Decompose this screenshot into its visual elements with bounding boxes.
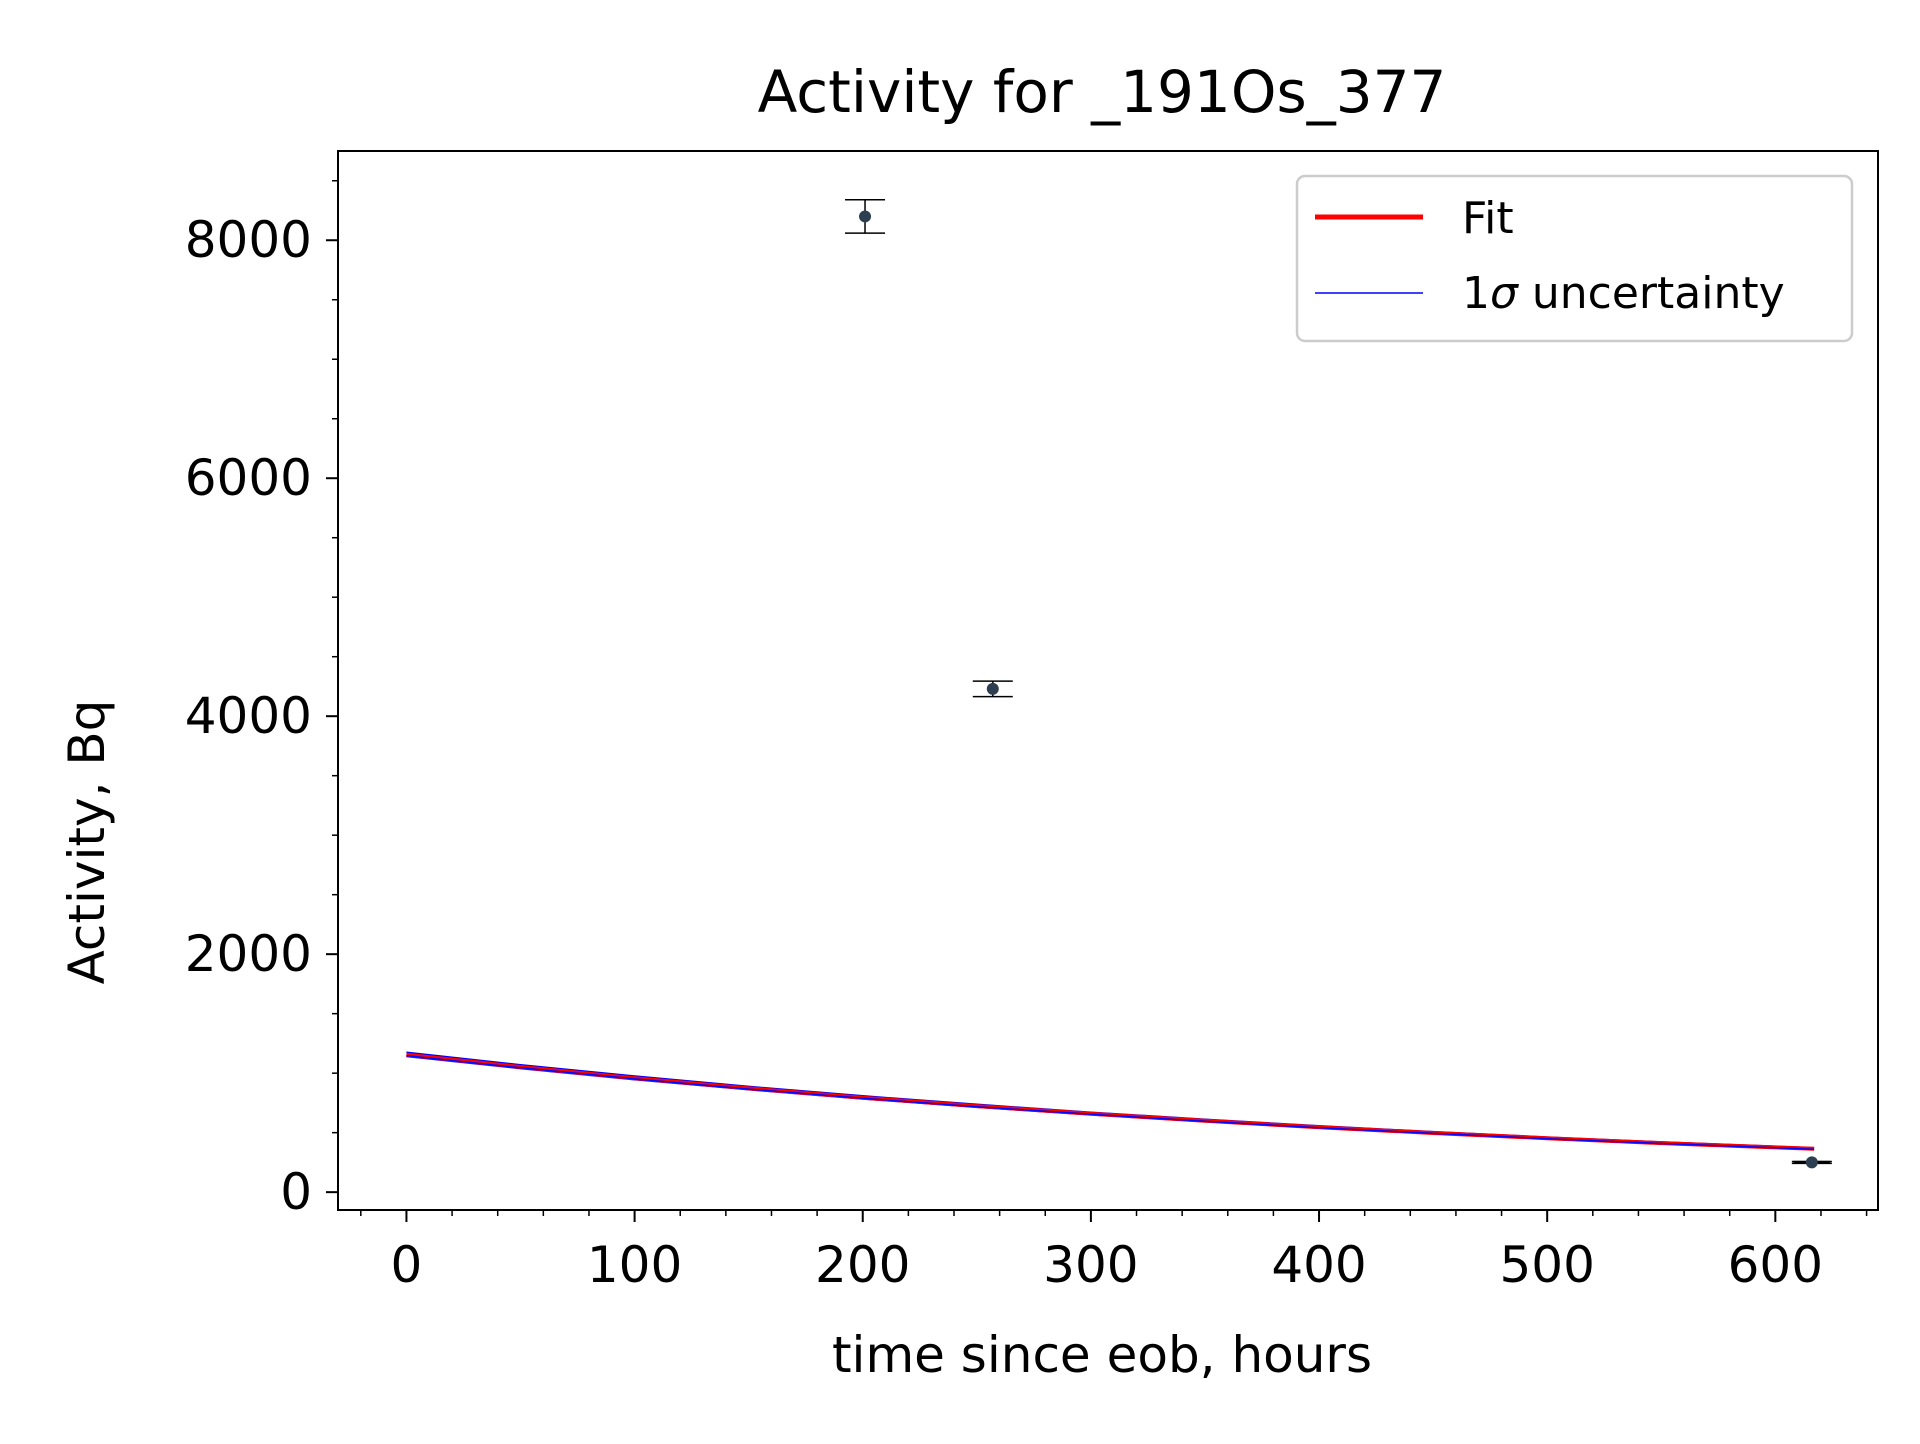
legend-uncertainty-label: 1σ uncertainty: [1462, 268, 1785, 319]
y-tick-label: 0: [280, 1163, 312, 1221]
data-point-marker: [1805, 1156, 1818, 1169]
y-axis-label: Activity, Bq: [58, 700, 116, 985]
data-point-0: [845, 199, 886, 234]
data-point-1: [972, 680, 1013, 698]
chart-title: Activity for _191Os_377: [758, 58, 1447, 126]
y-tick-label: 4000: [185, 687, 312, 745]
legend: Fit 1σ uncertainty: [1295, 174, 1854, 343]
y-tick-label: 2000: [185, 925, 312, 983]
y-tick-label: 8000: [185, 211, 312, 269]
fit-curves: [406, 1051, 1815, 1151]
x-tick-label: 100: [587, 1236, 682, 1294]
legend-box: [1295, 174, 1854, 343]
x-tick-label: 0: [391, 1236, 423, 1294]
legend-uncertainty-prefix: 1: [1462, 268, 1490, 319]
x-axis-label: time since eob, hours: [832, 1326, 1372, 1384]
legend-fit-label: Fit: [1462, 193, 1514, 244]
legend-uncertainty-suffix: uncertainty: [1518, 268, 1785, 319]
y-tick-label: 6000: [185, 449, 312, 507]
measurement-points: [845, 199, 1832, 1169]
x-tick-label: 200: [815, 1236, 910, 1294]
data-point-2: [1791, 1156, 1832, 1169]
legend-sigma-symbol: σ: [1490, 268, 1519, 319]
plot-frame: [337, 150, 1879, 1211]
x-tick-label: 400: [1271, 1236, 1366, 1294]
x-tick-label: 300: [1043, 1236, 1138, 1294]
x-tick-label: 600: [1728, 1236, 1823, 1294]
data-point-marker: [859, 210, 872, 223]
data-point-marker: [986, 682, 999, 695]
uncertainty-mid-line: [406, 1054, 1815, 1150]
x-tick-label: 500: [1499, 1236, 1594, 1294]
